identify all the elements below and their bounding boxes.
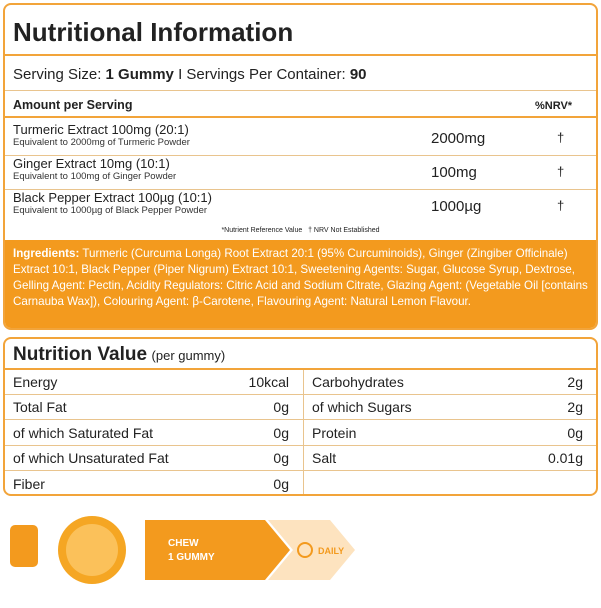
- nutrition-row: Energy 10kcal: [5, 370, 303, 395]
- ingredients-label: Ingredients:: [13, 247, 80, 260]
- ingredient-sub: Equivalent to 1000µg of Black Pepper Pow…: [13, 205, 208, 216]
- nutrient-name: Fiber: [13, 475, 45, 492]
- table-row: Turmeric Extract 100mg (20:1) Equivalent …: [13, 122, 588, 154]
- nutrient-name: Total Fat: [13, 399, 67, 416]
- amount-header: Amount per Serving: [13, 98, 133, 112]
- nutrient-amount: 0.01g: [547, 450, 583, 467]
- nutrient-amount: 2g: [567, 374, 583, 390]
- ingredient-name: Ginger Extract 10mg (10:1): [13, 156, 170, 171]
- nutrient-amount: 0g: [273, 399, 289, 416]
- nutrient-amount: 0g: [273, 475, 289, 492]
- nutrition-value-panel: Nutrition Value (per gummy) Energy 10kcal…: [3, 337, 598, 496]
- nutrition-info-panel: Nutritional Information Serving Size: 1 …: [3, 3, 598, 330]
- divider: [5, 368, 596, 370]
- nutrient-name: Carbohydrates: [312, 374, 404, 390]
- orange-slice: [66, 524, 118, 576]
- ingredients-text: Turmeric (Curcuma Longa) Root Extract 20…: [13, 247, 588, 308]
- nutrition-row: Protein 0g: [304, 421, 596, 446]
- nutrient-amount: 0g: [273, 450, 289, 467]
- ingredient-name: Black Pepper Extract 100µg (10:1): [13, 190, 212, 205]
- step1-line2: 1 GUMMY: [168, 552, 215, 563]
- divider: [5, 54, 596, 56]
- ingredient-sub: Equivalent to 2000mg of Turmeric Powder: [13, 137, 190, 148]
- column-divider: [303, 370, 304, 494]
- nutrient-amount: 0g: [273, 424, 289, 441]
- bottle-icon: [10, 525, 38, 567]
- ingredient-amount: 100mg: [431, 164, 477, 181]
- nutrient-amount: 0g: [567, 424, 583, 441]
- step2: DAILY: [318, 546, 344, 556]
- ingredient-nrv: †: [557, 198, 565, 213]
- usage-graphic: CHEW 1 GUMMY DAILY: [10, 516, 355, 584]
- serving-label: Serving Size:: [13, 66, 102, 83]
- nutrition-row: Fiber 0g: [5, 472, 303, 494]
- nutrient-name: Protein: [312, 424, 357, 441]
- nutrition-row: Salt 0.01g: [304, 446, 596, 472]
- nutrient-name: Salt: [312, 450, 337, 467]
- table-row: Ginger Extract 10mg (10:1) Equivalent to …: [13, 156, 588, 188]
- serving-line: Serving Size: 1 Gummy I Servings Per Con…: [13, 66, 367, 83]
- nutrition-row: of which Unsaturated Fat 0g: [5, 446, 303, 472]
- servings-count: 90: [349, 66, 367, 83]
- ingredient-nrv: †: [557, 164, 565, 179]
- nutrition-row: Total Fat 0g: [5, 395, 303, 421]
- ingredient-amount: 2000mg: [431, 130, 486, 147]
- table-row: Black Pepper Extract 100µg (10:1) Equival…: [13, 190, 588, 222]
- servings-label: I Servings Per Container:: [178, 66, 346, 83]
- nrv-header: %NRV*: [535, 100, 573, 112]
- nutrient-name: of which Sugars: [312, 399, 412, 416]
- footnote: *Nutrient Reference Value † NRV Not Esta…: [221, 227, 380, 234]
- nutrient-name: Energy: [13, 374, 58, 390]
- nutrient-amount: 2g: [567, 399, 583, 416]
- ingredient-sub: Equivalent to 100mg of Ginger Powder: [13, 171, 177, 182]
- divider: [5, 116, 596, 118]
- divider: [5, 90, 596, 91]
- divider: [5, 189, 596, 190]
- nutrition-row: of which Saturated Fat 0g: [5, 421, 303, 446]
- nutrient-name: of which Saturated Fat: [13, 424, 154, 441]
- ingredient-name: Turmeric Extract 100mg (20:1): [13, 122, 189, 137]
- ingredient-amount: 1000µg: [431, 198, 482, 215]
- step-arrow: [145, 520, 290, 580]
- nutrient-name: of which Unsaturated Fat: [13, 450, 169, 467]
- step1-line1: CHEW: [168, 538, 199, 549]
- nv-title: Nutrition Value: [13, 344, 148, 365]
- nv-subtitle: (per gummy): [151, 348, 226, 363]
- nutrition-row: Carbohydrates 2g: [304, 370, 596, 395]
- nv-header: Nutrition Value (per gummy): [13, 344, 225, 366]
- divider: [5, 155, 596, 156]
- serving-size: 1 Gummy: [105, 66, 174, 83]
- nutrient-amount: 10kcal: [248, 374, 289, 390]
- ingredient-nrv: †: [557, 130, 565, 145]
- nutrition-row: of which Sugars 2g: [304, 395, 596, 421]
- title: Nutritional Information: [13, 17, 294, 47]
- sun-icon: [297, 542, 313, 558]
- ingredients: Ingredients: Turmeric (Curcuma Longa) Ro…: [5, 240, 596, 328]
